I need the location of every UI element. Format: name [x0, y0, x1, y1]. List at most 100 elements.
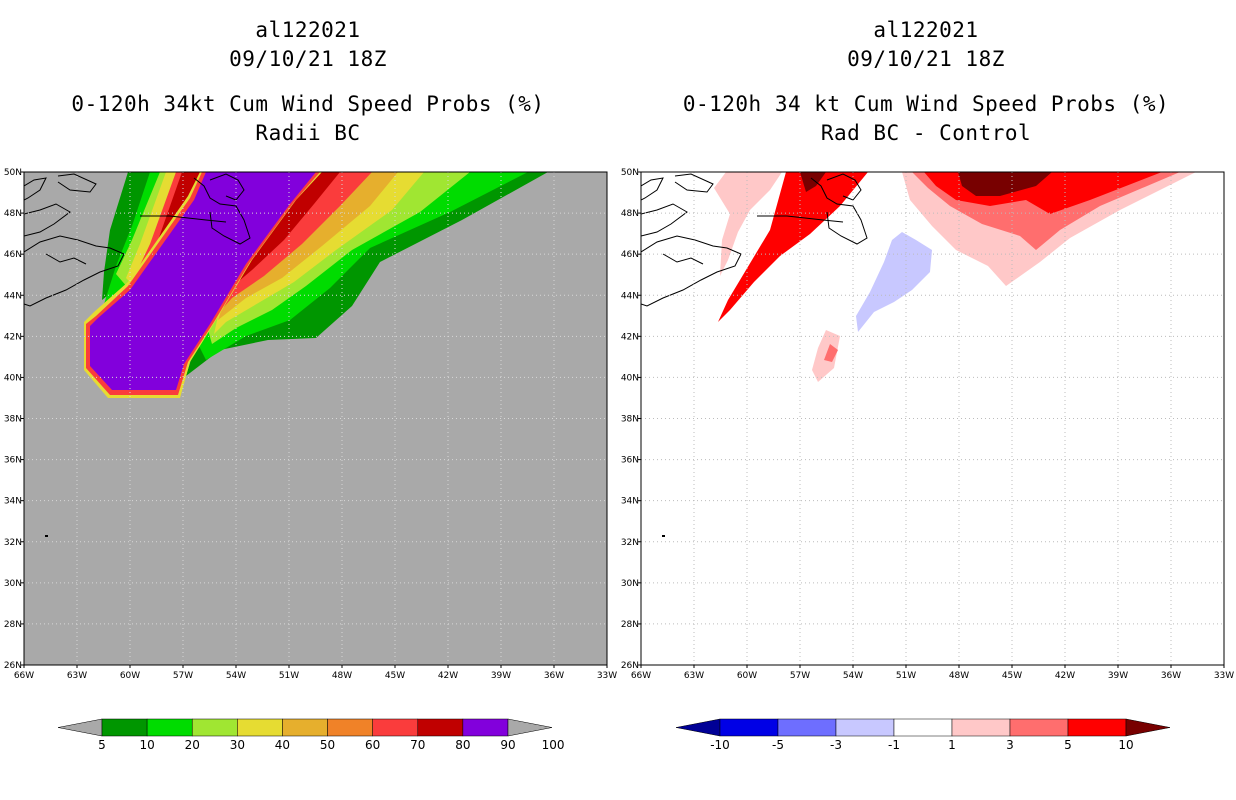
right-x-tick-label: 54W [843, 671, 863, 681]
left-colorbar-swatch [101, 718, 148, 737]
right-colorbar-swatch [1009, 718, 1069, 737]
left-storm-id: al122021 [255, 18, 361, 42]
right-colorbar-label: 10 [1118, 738, 1133, 752]
right-colorbar-over-triangle [1125, 718, 1171, 737]
left-colorbar-swatch [417, 718, 464, 737]
left-x-tick-label: 57W [173, 671, 193, 681]
left-x-tick-label: 60W [120, 671, 140, 681]
left-y-tick-label: 40N [4, 373, 22, 383]
right-colorbar-swatch [719, 718, 779, 737]
left-x-tick-label: 54W [226, 671, 246, 681]
left-colorbar: 5 10 20 30 40 50 60 70 80 90 100 [57, 718, 565, 752]
right-y-tick-label: 50N [621, 168, 639, 178]
right-y-tick-label: 34N [621, 497, 639, 507]
right-colorbar-swatch [835, 718, 895, 737]
right-coastline [641, 173, 868, 307]
right-x-tick-label: 60W [737, 671, 757, 681]
left-x-tick-label: 66W [14, 671, 34, 681]
right-datetime: 09/10/21 18Z [847, 47, 1005, 71]
right-colorbar-label: 3 [1006, 738, 1014, 752]
right-x-tick-label: 45W [1002, 671, 1022, 681]
left-colorbar-label: 20 [185, 738, 200, 752]
right-y-tick-label: 46N [621, 250, 639, 260]
right-y-tick-label: 36N [621, 456, 639, 466]
right-diff-salmon-small [824, 344, 838, 362]
right-y-tick-label: 40N [621, 373, 639, 383]
left-x-tick-label: 36W [544, 671, 564, 681]
left-band-70-east [214, 172, 372, 318]
left-band-80-east [212, 172, 340, 318]
left-colorbar-label: 70 [410, 738, 425, 752]
right-x-tick-label: 66W [631, 671, 651, 681]
left-colorbar-label: 80 [455, 738, 470, 752]
right-x-tick-label: 42W [1055, 671, 1075, 681]
right-y-tick-label: 26N [621, 661, 639, 671]
right-subtitle: Rad BC - Control [820, 121, 1032, 145]
right-y-tick-label: 44N [621, 291, 639, 301]
right-colorbar-under-triangle [675, 718, 721, 737]
left-title: 0-120h 34kt Cum Wind Speed Probs (%) [71, 92, 545, 116]
left-map-panel: 66W 63W 60W 57W 54W 51W 48W 45W 42W 39W 36W 33W 26N 2… [4, 168, 617, 752]
left-colorbar-swatch [462, 718, 509, 737]
left-colorbar-label: 100 [542, 738, 565, 752]
right-colorbar-label: -1 [888, 738, 900, 752]
left-y-tick-label: 36N [4, 456, 22, 466]
right-diff-red-nw [718, 172, 868, 322]
left-colorbar-under-triangle [57, 718, 103, 737]
left-small-island [45, 535, 48, 537]
left-band-20-east [208, 172, 470, 344]
left-y-tick-label: 44N [4, 291, 22, 301]
left-colorbar-label: 60 [365, 738, 380, 752]
left-y-tick-label: 42N [4, 332, 22, 342]
left-y-tick-label: 26N [4, 661, 22, 671]
right-colorbar-swatch [951, 718, 1011, 737]
right-colorbar-swatch [777, 718, 837, 737]
right-colorbar-label: -10 [710, 738, 730, 752]
right-tick-labels: 66W 63W 60W 57W 54W 51W 48W 45W 42W 39W 36W 33W 26N 2… [621, 168, 1234, 681]
right-diff-darkred-nw [800, 172, 826, 192]
left-y-tick-label: 32N [4, 538, 22, 548]
left-y-tick-label: 30N [4, 579, 22, 589]
right-colorbar-label: 5 [1064, 738, 1072, 752]
left-colorbar-swatch [237, 718, 283, 737]
right-y-tick-label: 42N [621, 332, 639, 342]
left-x-tick-label: 63W [67, 671, 87, 681]
left-band-50-east [218, 172, 398, 320]
left-colorbar-label: 5 [98, 738, 106, 752]
left-colorbar-swatch [372, 718, 419, 737]
right-y-tick-label: 32N [621, 538, 639, 548]
right-map-background [641, 172, 1224, 665]
left-colorbar-label: 30 [230, 738, 245, 752]
right-x-tick-label: 36W [1161, 671, 1181, 681]
right-diff-lightblue [856, 232, 932, 332]
right-small-island [662, 535, 665, 537]
left-coastline [24, 173, 251, 307]
left-colorbar-label: 40 [275, 738, 290, 752]
left-x-tick-label: 51W [279, 671, 299, 681]
left-colorbar-swatch [146, 718, 193, 737]
right-colorbar: -10 -5 -3 -1 1 3 5 10 [675, 718, 1171, 752]
left-tick-labels: 66W 63W 60W 57W 54W 51W 48W 45W 42W 39W 36W 33W 26N 2… [4, 168, 617, 681]
left-x-tick-label: 33W [597, 671, 617, 681]
right-x-tick-label: 39W [1108, 671, 1128, 681]
right-x-tick-label: 51W [896, 671, 916, 681]
right-colorbar-label: -5 [772, 738, 784, 752]
right-colorbar-label: 1 [948, 738, 956, 752]
right-y-tick-label: 28N [621, 620, 639, 630]
right-colorbar-label: -3 [830, 738, 842, 752]
right-panel-title: al122021 09/10/21 18Z 0-120h 34 kt Cum W… [626, 16, 1226, 148]
left-y-tick-label: 38N [4, 415, 22, 425]
left-colorbar-label: 90 [500, 738, 515, 752]
left-panel-title: al122021 09/10/21 18Z 0-120h 34kt Cum Wi… [8, 16, 608, 148]
right-title: 0-120h 34 kt Cum Wind Speed Probs (%) [682, 92, 1170, 116]
right-y-tick-label: 48N [621, 209, 639, 219]
left-colorbar-over-triangle [507, 718, 553, 737]
left-x-tick-label: 39W [491, 671, 511, 681]
left-band-30-east [214, 172, 424, 334]
right-x-tick-label: 63W [684, 671, 704, 681]
left-y-tick-label: 50N [4, 168, 22, 178]
right-y-tick-label: 38N [621, 415, 639, 425]
left-datetime: 09/10/21 18Z [229, 47, 387, 71]
